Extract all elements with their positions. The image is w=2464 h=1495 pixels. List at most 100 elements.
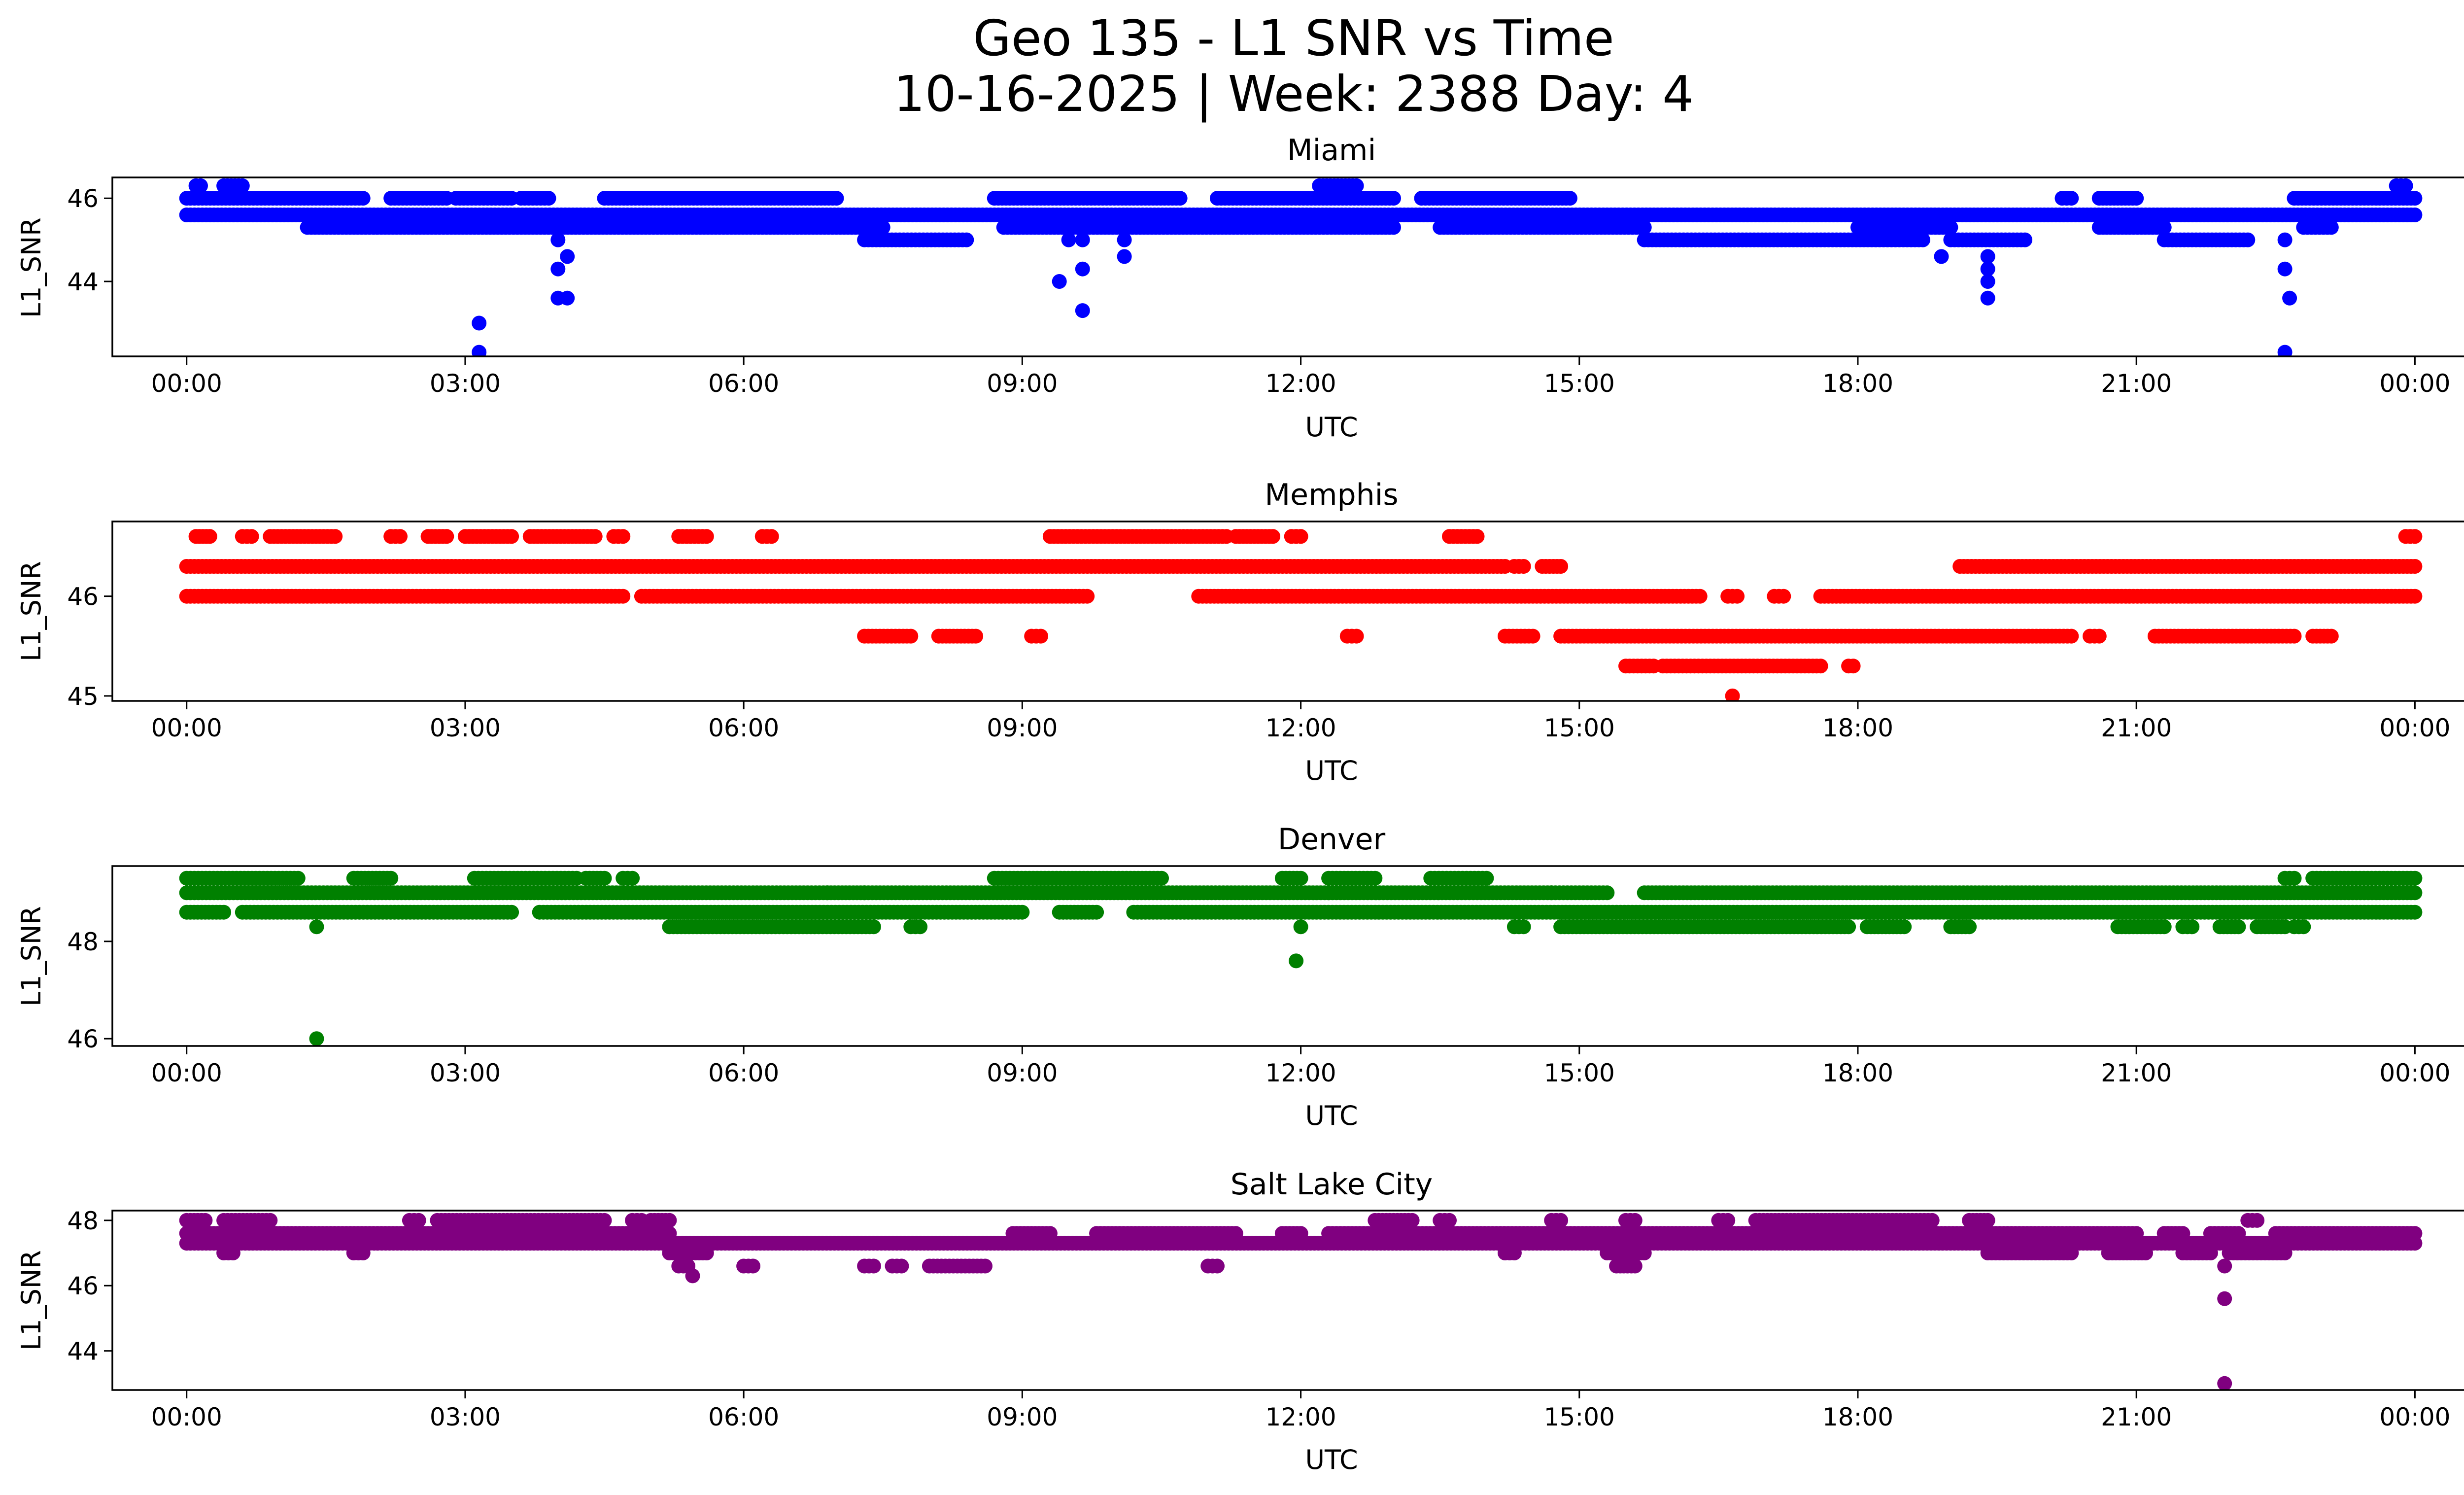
series-points [179, 178, 2423, 356]
x-axis-label: UTC [1305, 755, 1358, 786]
axes-frame [111, 521, 2464, 702]
x-tick-label: 00:00 [2379, 714, 2450, 742]
data-point [2156, 919, 2172, 935]
x-tick-label: 00:00 [2379, 369, 2450, 398]
data-point [2324, 220, 2339, 235]
outlier-point [560, 290, 575, 306]
outlier-point [1052, 274, 1067, 289]
data-point [235, 178, 250, 193]
x-axis-label: UTC [1305, 412, 1358, 443]
outlier-point [1725, 688, 1740, 701]
y-axis-label: L1_SNR [16, 561, 47, 661]
series-points [179, 870, 2423, 1046]
x-tick-label: 18:00 [1822, 369, 1893, 398]
data-point [244, 529, 259, 544]
data-point [1776, 589, 1791, 604]
y-axis-label: L1_SNR [16, 906, 47, 1007]
data-point [2064, 191, 2079, 206]
series-points [179, 529, 2423, 701]
data-point [1386, 191, 1401, 206]
data-point [1600, 885, 1615, 901]
x-tick-label: 18:00 [1822, 1059, 1893, 1087]
data-point [2324, 628, 2339, 644]
y-axis-label: L1_SNR [16, 1250, 47, 1351]
data-point [597, 870, 612, 886]
data-point [1172, 191, 1188, 206]
data-point [2407, 885, 2423, 901]
outlier-point [550, 261, 566, 277]
data-point [1525, 628, 1540, 644]
x-tick-label: 03:00 [430, 1059, 501, 1087]
data-point [1915, 232, 1930, 247]
data-point [393, 529, 408, 544]
outlier-point [472, 315, 487, 331]
y-axis-label: L1_SNR [16, 217, 47, 318]
outlier-point [309, 1031, 324, 1046]
data-point [504, 529, 519, 544]
subplot-memphis: Memphis UTC L1_SNR 00:00 03:00 06:00 09:00 1… [16, 478, 2464, 786]
y-tick-label: 45 [67, 682, 99, 711]
x-tick-label: 06:00 [708, 714, 779, 742]
outlier-point [1075, 303, 1090, 318]
data-point [2407, 589, 2423, 604]
data-point [764, 529, 779, 544]
x-tick-label: 09:00 [987, 714, 1058, 742]
data-point [2296, 919, 2311, 935]
data-point [1386, 220, 1401, 235]
series-points [179, 1213, 2423, 1390]
data-point [193, 178, 208, 193]
x-axis-label: UTC [1305, 1444, 1358, 1475]
data-point [1813, 659, 1828, 674]
outlier-point [472, 345, 487, 356]
axes-frame [111, 865, 2464, 1047]
data-point [616, 589, 631, 604]
data-point [1266, 529, 1280, 544]
data-point [504, 904, 519, 920]
data-point [2398, 178, 2413, 193]
x-tick-label: 21:00 [2101, 1059, 2172, 1087]
data-point [1516, 559, 1531, 574]
data-point [1015, 904, 1030, 920]
outlier-point [1980, 274, 1995, 289]
data-point [355, 191, 371, 206]
data-point [1562, 191, 1577, 206]
x-tick-label: 12:00 [1266, 369, 1336, 398]
figure-title-line2: 10-16-2025 | Week: 2388 Day: 4 [893, 65, 1693, 123]
y-tick-label: 48 [67, 928, 99, 956]
data-point [616, 529, 631, 544]
data-point [1553, 559, 1569, 574]
data-point [1516, 919, 1531, 935]
x-tick-label: 09:00 [987, 1059, 1058, 1087]
x-tick-label: 12:00 [1266, 1059, 1336, 1087]
x-tick-label: 06:00 [708, 369, 779, 398]
data-point [1033, 628, 1048, 644]
data-point [959, 232, 974, 247]
x-tick-label: 12:00 [1266, 714, 1336, 742]
x-tick-label: 03:00 [430, 714, 501, 742]
outlier-point [1075, 261, 1090, 277]
data-point [216, 904, 232, 920]
data-point [383, 870, 399, 886]
data-point [541, 191, 556, 206]
outlier-point [1117, 249, 1132, 264]
data-point [2287, 628, 2302, 644]
data-point [2407, 870, 2423, 886]
data-point [1349, 178, 1364, 193]
outlier-point [1934, 249, 1949, 264]
x-tick-label: 15:00 [1544, 369, 1615, 398]
data-point [1637, 220, 1652, 235]
data-point [2156, 220, 2172, 235]
data-point [699, 529, 714, 544]
subplot-title: Denver [1278, 822, 1386, 857]
x-tick-label: 18:00 [1822, 714, 1893, 742]
data-point [1841, 919, 1856, 935]
outlier-point [1980, 290, 1995, 306]
x-tick-label: 00:00 [151, 1059, 222, 1087]
data-point [1293, 870, 1308, 886]
y-tick-label: 46 [67, 184, 99, 213]
outlier-point [2277, 232, 2293, 247]
subplot-title: Memphis [1265, 478, 1398, 512]
outlier-point [1289, 953, 1304, 969]
data-point [2185, 919, 2200, 935]
